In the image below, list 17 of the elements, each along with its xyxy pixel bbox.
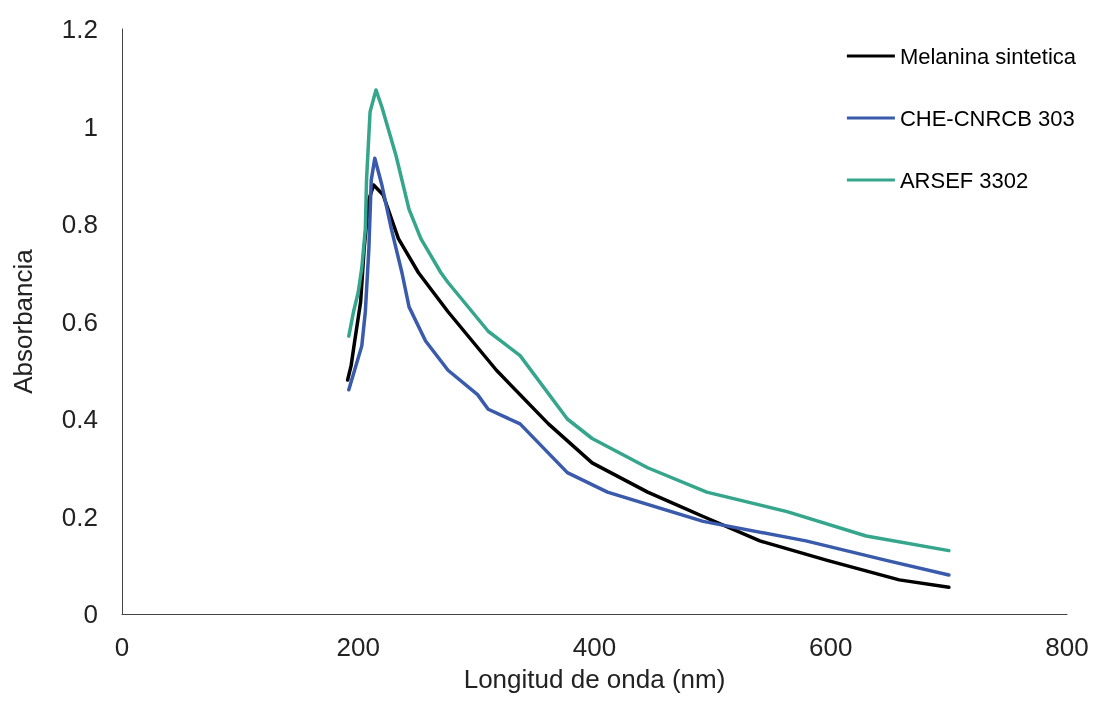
legend-label: ARSEF 3302 <box>899 167 1029 193</box>
y-tick-label: 1 <box>83 111 98 142</box>
y-tick-label: 0.2 <box>61 501 98 532</box>
x-tick-label: 400 <box>572 632 617 662</box>
x-tick-label: 0 <box>114 632 130 662</box>
x-axis-title: Longitud de onda (nm) <box>463 664 726 694</box>
y-tick-label: 0.8 <box>61 209 98 239</box>
y-tick-label: 0 <box>83 599 98 629</box>
y-tick-label: 0.4 <box>61 404 98 434</box>
x-tick-label: 600 <box>809 632 853 662</box>
y-tick-label: 0.6 <box>61 306 98 337</box>
legend-label: CHE-CNRCB 303 <box>899 105 1075 131</box>
y-tick-label: 1.2 <box>61 14 98 44</box>
x-tick-label: 800 <box>1045 632 1089 662</box>
y-axis-title: Absorbancia <box>8 248 38 394</box>
legend-label: Melanina sintetica <box>899 43 1077 69</box>
x-tick-label: 200 <box>336 632 380 662</box>
